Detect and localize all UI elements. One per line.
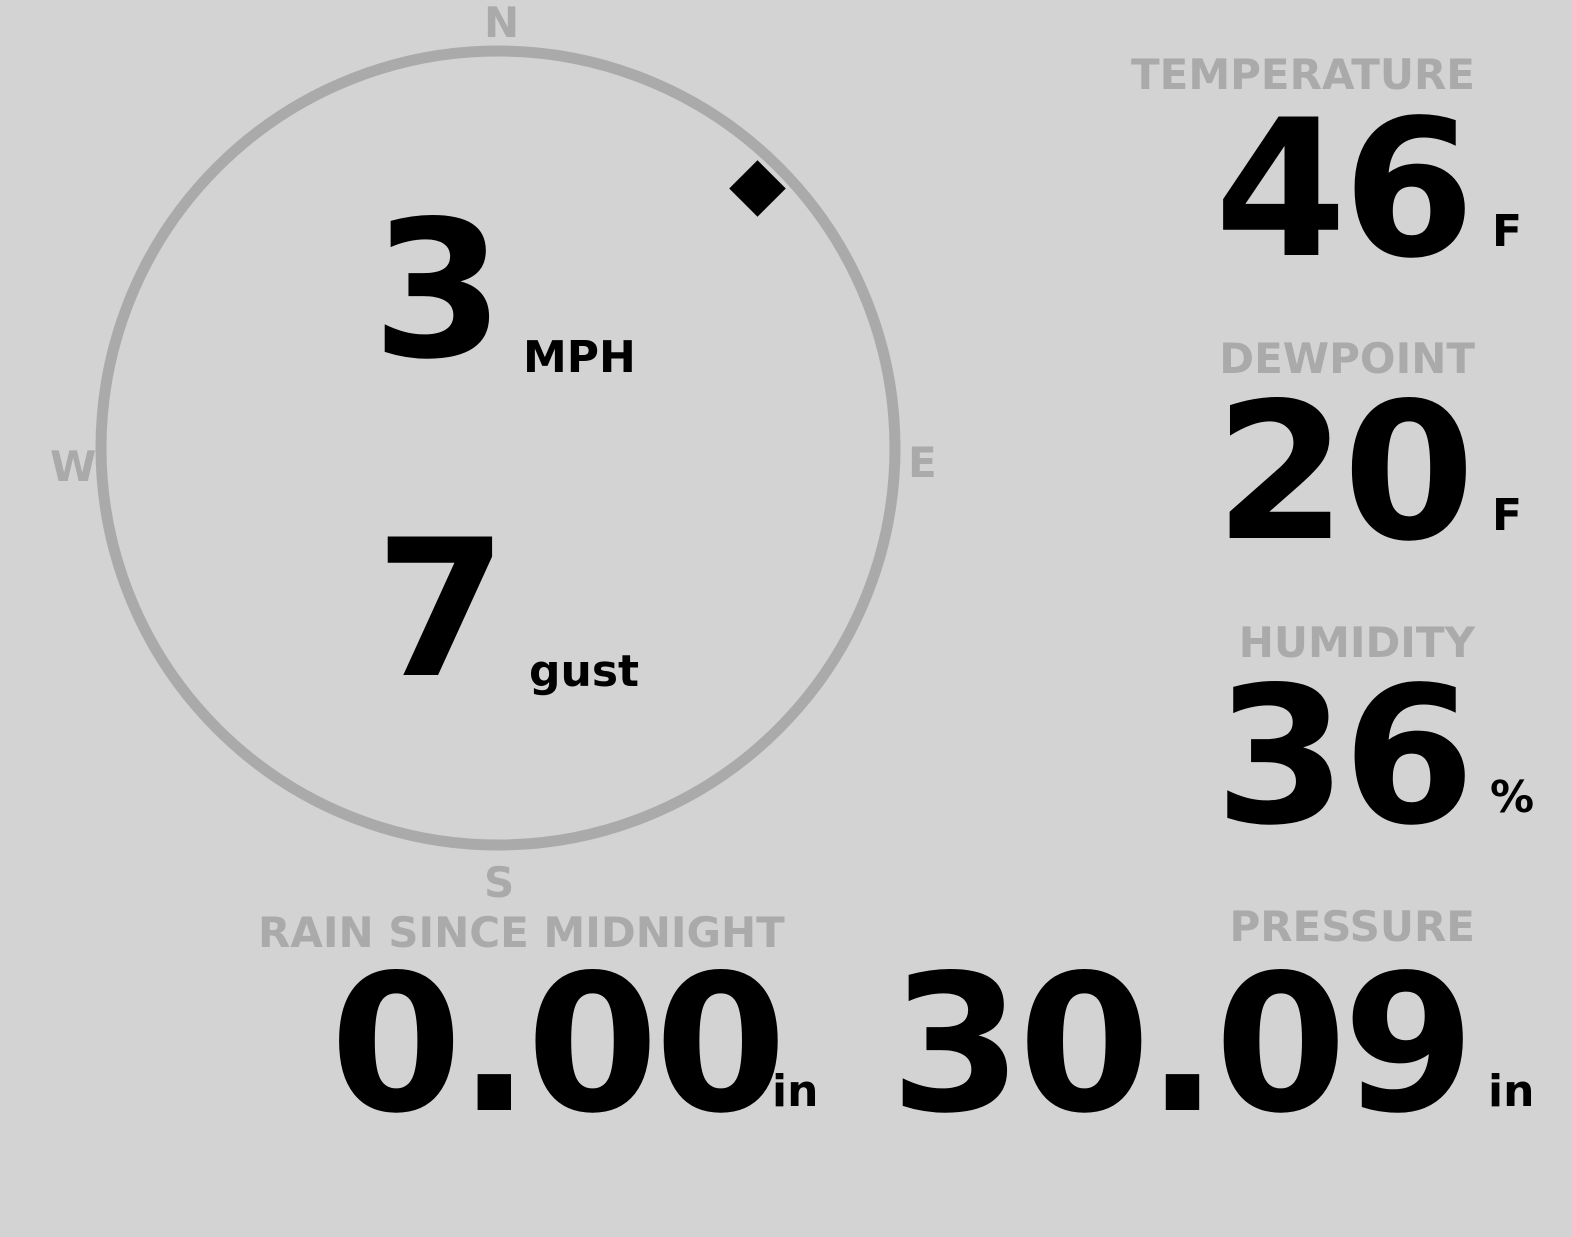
compass-south: S <box>484 858 515 907</box>
temperature-label: TEMPERATURE <box>1131 50 1475 99</box>
humidity-label: HUMIDITY <box>1238 618 1475 667</box>
compass-east: E <box>908 438 937 487</box>
humidity-unit: % <box>1490 772 1535 823</box>
humidity-value: 36 <box>1214 646 1475 867</box>
wind-compass <box>95 45 901 851</box>
pressure-unit: in <box>1488 1066 1535 1117</box>
pressure-label: PRESSURE <box>1229 902 1475 951</box>
rain-value: 0.00 <box>330 934 787 1155</box>
wind-gust-unit: gust <box>529 646 640 697</box>
compass-ring <box>95 45 901 851</box>
wind-speed-value: 3 <box>372 180 504 401</box>
compass-west: W <box>50 442 97 491</box>
rain-unit: in <box>772 1066 819 1117</box>
dewpoint-label: DEWPOINT <box>1219 334 1475 383</box>
dewpoint-value: 20 <box>1214 362 1475 583</box>
wind-gust-value: 7 <box>375 499 507 720</box>
temperature-value: 46 <box>1214 79 1475 300</box>
temperature-unit: F <box>1492 206 1523 257</box>
compass-north: N <box>484 0 520 47</box>
dewpoint-unit: F <box>1492 490 1523 541</box>
rain-label: RAIN SINCE MIDNIGHT <box>258 908 785 957</box>
pressure-value: 30.09 <box>890 934 1475 1155</box>
wind-speed-unit: MPH <box>523 332 636 383</box>
